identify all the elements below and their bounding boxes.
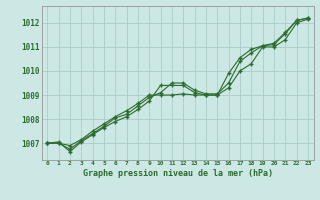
X-axis label: Graphe pression niveau de la mer (hPa): Graphe pression niveau de la mer (hPa) — [83, 169, 273, 178]
